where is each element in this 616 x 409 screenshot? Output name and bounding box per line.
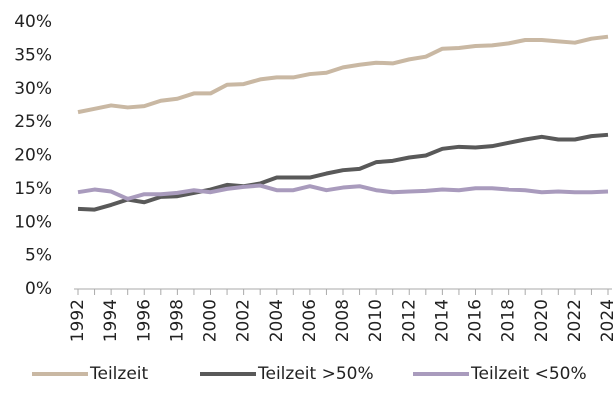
series-line <box>77 183 609 201</box>
x-tick-label: 2014 <box>432 299 452 342</box>
series-line <box>77 34 609 115</box>
x-tick-label: 2012 <box>399 299 419 342</box>
y-tick-label: 20% <box>14 146 52 166</box>
x-tick-label: 1994 <box>101 299 121 342</box>
legend-label: Teilzeit >50% <box>257 364 374 384</box>
series-line <box>77 132 609 212</box>
legend-label: Teilzeit <50% <box>470 364 587 384</box>
x-tick-label: 2020 <box>532 299 552 342</box>
x-tick-label: 1996 <box>134 299 154 342</box>
y-tick-label: 40% <box>14 12 52 32</box>
x-tick-label: 2022 <box>565 299 585 342</box>
x-tick-label: 2000 <box>201 299 221 342</box>
x-tick-label: 1998 <box>167 299 187 342</box>
y-tick-label: 0% <box>25 279 52 299</box>
legend-label: Teilzeit <box>89 364 149 384</box>
x-tick-label: 2006 <box>300 299 320 342</box>
x-tick-label: 1992 <box>68 299 88 342</box>
x-tick-label: 2016 <box>466 299 486 342</box>
x-tick-label: 2004 <box>267 299 287 342</box>
y-tick-label: 25% <box>14 112 52 132</box>
y-tick-label: 10% <box>14 212 52 232</box>
x-tick-label: 2008 <box>333 299 353 342</box>
x-tick-label: 2002 <box>234 299 254 342</box>
x-tick-label: 2024 <box>598 299 616 342</box>
y-tick-label: 30% <box>14 79 52 99</box>
y-tick-label: 5% <box>25 246 52 266</box>
x-tick-label: 2010 <box>366 299 386 342</box>
x-tick-label: 2018 <box>499 299 519 342</box>
y-tick-label: 15% <box>14 179 52 199</box>
y-tick-label: 35% <box>14 45 52 65</box>
